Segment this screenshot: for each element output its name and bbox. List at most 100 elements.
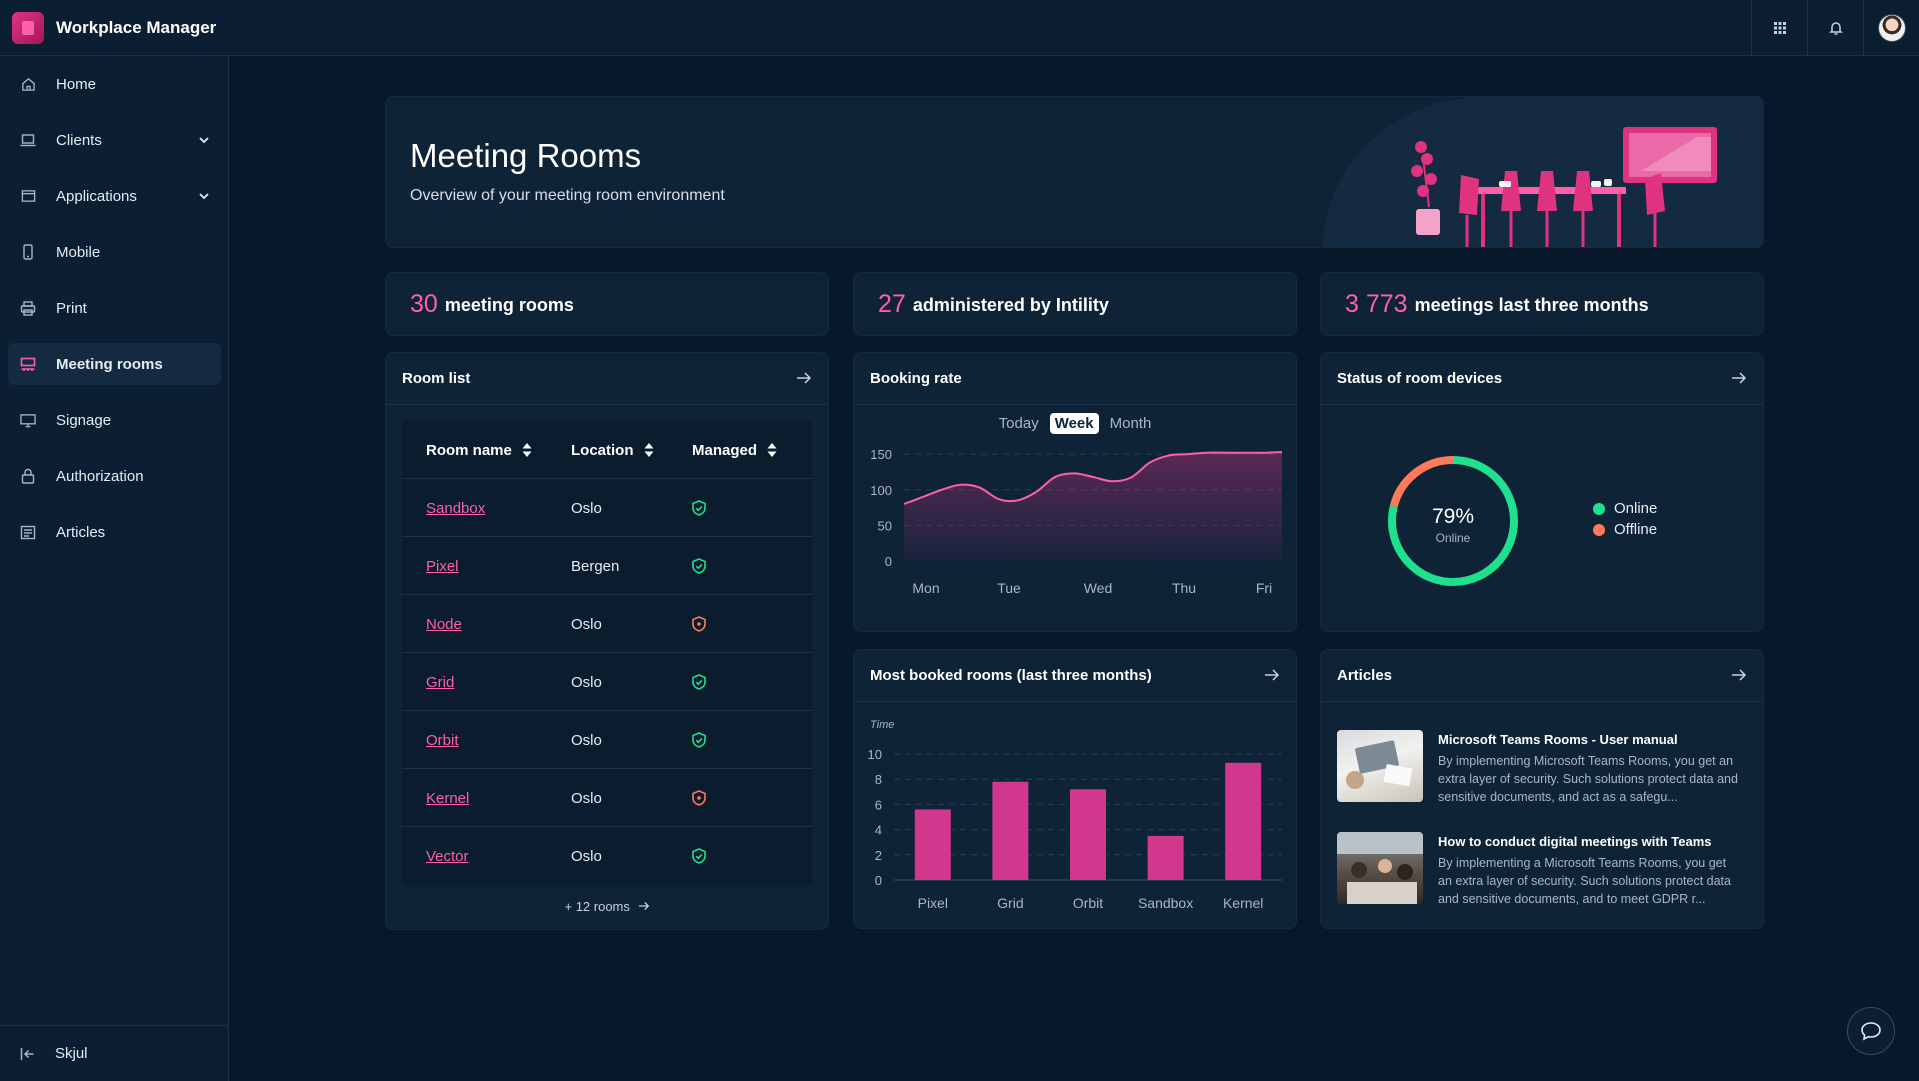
article-item[interactable]: Microsoft Teams Rooms - User manual By i… xyxy=(1337,730,1747,804)
stat-label: meetings last three months xyxy=(1414,295,1649,315)
lock-icon xyxy=(21,468,35,484)
offline-dot xyxy=(1593,523,1605,536)
period-tabs: Today Week Month xyxy=(854,413,1296,434)
y-tick-label: 2 xyxy=(875,848,882,863)
stat-value: 3 773 xyxy=(1345,289,1408,318)
apps-grid-button[interactable] xyxy=(1751,0,1807,56)
most-booked-header[interactable]: Most booked rooms (last three months) xyxy=(854,650,1296,702)
arrow-right-icon[interactable] xyxy=(1731,668,1747,682)
bar-orbit[interactable] xyxy=(1070,789,1106,880)
article-excerpt: By implementing a Microsoft Teams Rooms,… xyxy=(1438,856,1731,906)
arrow-right-icon[interactable] xyxy=(796,371,812,385)
brand[interactable]: Workplace Manager xyxy=(0,0,229,56)
sidebar-item-label: Mobile xyxy=(56,243,101,261)
tab-today[interactable]: Today xyxy=(998,415,1039,432)
shield-warning-icon xyxy=(692,790,706,806)
bar-pixel[interactable] xyxy=(914,809,951,880)
table-row: Node Oslo xyxy=(402,595,812,653)
y-tick-label: 8 xyxy=(875,772,882,787)
device-status-card: Status of room devices 79% Online Online… xyxy=(1320,352,1764,632)
booking-area xyxy=(904,451,1282,561)
room-location: Bergen xyxy=(571,557,620,575)
sidebar-item-mobile[interactable]: Mobile xyxy=(8,231,221,273)
sidebar-item-articles[interactable]: Articles xyxy=(8,511,221,553)
collapse-sidebar-button[interactable]: Skjul xyxy=(0,1025,229,1081)
y-axis-label: Time xyxy=(870,719,894,731)
x-tick-label: Fri xyxy=(1256,580,1272,596)
donut-slice-online xyxy=(1388,456,1518,586)
sidebar-item-home[interactable]: Home xyxy=(8,63,221,105)
article-title[interactable]: Microsoft Teams Rooms - User manual xyxy=(1438,732,1678,747)
articles-header[interactable]: Articles xyxy=(1321,650,1763,702)
article-title[interactable]: How to conduct digital meetings with Tea… xyxy=(1438,834,1712,849)
meeting-room-icon xyxy=(20,357,36,371)
bar-sandbox[interactable] xyxy=(1147,835,1184,880)
home-icon xyxy=(21,77,35,91)
bar-kernel[interactable] xyxy=(1225,762,1262,880)
tab-week[interactable]: Week xyxy=(1049,413,1099,434)
column-header-managed[interactable]: Managed xyxy=(692,421,777,479)
stat-administered: 27 administered by Intility xyxy=(853,272,1297,336)
laptop-icon xyxy=(20,134,36,147)
room-name-link[interactable]: Grid xyxy=(426,673,455,691)
x-tick-label: Tue xyxy=(997,580,1021,596)
device-status-header[interactable]: Status of room devices xyxy=(1321,353,1763,405)
notifications-button[interactable] xyxy=(1807,0,1863,56)
room-location: Oslo xyxy=(571,499,602,517)
donut-percent: 79% xyxy=(1432,505,1474,528)
y-tick-label: 6 xyxy=(875,797,882,812)
room-location: Oslo xyxy=(571,847,602,865)
article-item[interactable]: How to conduct digital meetings with Tea… xyxy=(1337,832,1747,906)
donut-slice-offline xyxy=(1390,456,1454,507)
chevron-down-icon[interactable] xyxy=(197,133,211,147)
arrow-right-icon[interactable] xyxy=(1731,371,1747,385)
booking-rate-header: Booking rate xyxy=(854,353,1296,405)
sidebar-item-label: Clients xyxy=(56,131,102,149)
sort-icon xyxy=(767,443,777,457)
sidebar-item-applications[interactable]: Applications xyxy=(8,175,221,217)
bar-grid[interactable] xyxy=(992,781,1029,880)
more-rooms-link[interactable]: + 12 rooms xyxy=(386,899,828,914)
user-menu-button[interactable] xyxy=(1863,0,1919,56)
printer-icon xyxy=(20,300,36,316)
page-title: Meeting Rooms xyxy=(410,137,642,174)
booking-rate-card: Booking rate Today Week Month 0 50 100 150 M… xyxy=(853,352,1297,632)
stat-value: 27 xyxy=(878,289,906,318)
bell-icon xyxy=(1828,21,1843,35)
room-name-link[interactable]: Pixel xyxy=(426,557,459,575)
stat-meeting-rooms: 30 meeting rooms xyxy=(385,272,829,336)
room-name-link[interactable]: Vector xyxy=(426,847,469,865)
sidebar-item-print[interactable]: Print xyxy=(8,287,221,329)
sidebar-item-authorization[interactable]: Authorization xyxy=(8,455,221,497)
mobile-icon xyxy=(23,244,33,260)
y-tick-label: 50 xyxy=(878,518,892,533)
grid-icon xyxy=(1773,21,1786,34)
card-title: Status of room devices xyxy=(1337,370,1503,387)
room-name-link[interactable]: Orbit xyxy=(426,731,459,749)
chevron-down-icon[interactable] xyxy=(197,189,211,203)
chat-button[interactable] xyxy=(1847,1007,1895,1055)
room-location: Oslo xyxy=(571,615,602,633)
room-list-header[interactable]: Room list xyxy=(386,353,828,405)
room-name-link[interactable]: Kernel xyxy=(426,789,470,807)
sidebar-item-clients[interactable]: Clients xyxy=(8,119,221,161)
room-name-link[interactable]: Sandbox xyxy=(426,499,486,517)
sidebar-item-meeting-rooms[interactable]: Meeting rooms xyxy=(8,343,221,385)
y-tick-label: 10 xyxy=(868,747,882,762)
top-bar: Workplace Manager xyxy=(0,0,1919,56)
y-tick-label: 150 xyxy=(870,447,892,462)
room-table: Room name Location Managed Sandbox Oslo Pi… xyxy=(402,421,812,885)
y-tick-label: 0 xyxy=(885,554,892,569)
room-name-link[interactable]: Node xyxy=(426,615,462,633)
donut-caption: Online xyxy=(1436,531,1471,545)
sort-icon xyxy=(522,443,532,457)
tab-month[interactable]: Month xyxy=(1109,415,1152,432)
column-header-room-name[interactable]: Room name xyxy=(426,421,532,479)
column-header-location[interactable]: Location xyxy=(571,421,654,479)
room-list-card: Room list Room name Location Managed San… xyxy=(385,352,829,930)
table-row: Pixel Bergen xyxy=(402,537,812,595)
arrow-right-icon[interactable] xyxy=(1264,668,1280,682)
sidebar-item-signage[interactable]: Signage xyxy=(8,399,221,441)
booking-line xyxy=(903,450,1283,505)
app-logo xyxy=(12,11,44,44)
